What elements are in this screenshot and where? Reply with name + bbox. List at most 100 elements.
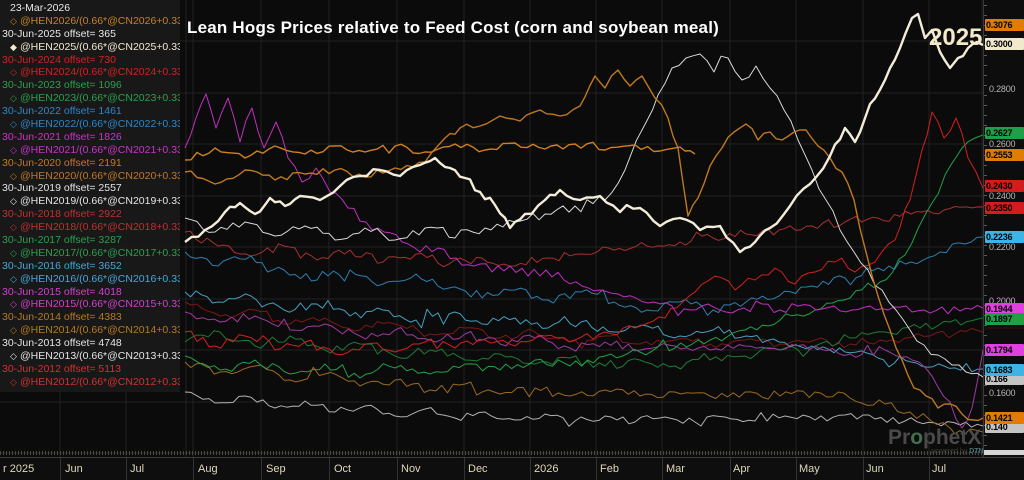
- price-axis-tick: [984, 285, 987, 286]
- legend-formula-text: @HEN2023/(0.66*@CN2023+0.33..: [20, 92, 180, 105]
- price-axis-tick: [984, 395, 987, 396]
- month-separator: [126, 458, 127, 480]
- legend-formula-2019[interactable]: ◇ @HEN2019/(0.66*@CN2019+0.33..: [0, 195, 180, 208]
- legend-formula-2021[interactable]: ◇ @HEN2021/(0.66*@CN2021+0.33..: [0, 144, 180, 157]
- price-axis-tick: [984, 325, 987, 326]
- legend-formula-text: @HEN2022/(0.66*@CN2022+0.33..: [20, 118, 180, 131]
- legend-date-2014[interactable]: 30-Jun-2014 offset= 4383: [2, 311, 122, 324]
- legend-formula-2013[interactable]: ◇ @HEN2013/(0.66*@CN2013+0.33..: [0, 350, 180, 363]
- series-diamond-icon: ◇: [10, 325, 17, 336]
- legend-date-2017[interactable]: 30-Jun-2017 offset= 3287: [2, 234, 122, 247]
- legend-date-2026[interactable]: 23-Mar-2026: [10, 2, 71, 14]
- series-line-2014: [184, 361, 983, 435]
- price-axis-tick: [984, 255, 987, 256]
- legend-date-2019[interactable]: 30-Jun-2019 offset= 2557: [2, 182, 122, 195]
- last-price-label: 0.2627: [985, 127, 1024, 139]
- legend-formula-2025[interactable]: ◆ @HEN2025/(0.66*@CN2025+0.33..: [0, 41, 180, 54]
- price-axis-tick: [984, 385, 987, 386]
- time-axis[interactable]: r 2025 Jun Jul Aug Sep Oct Nov Dec 2026 Feb Mar Apr…: [0, 457, 1024, 480]
- series-diamond-icon: ◇: [10, 144, 17, 155]
- legend-date-2012[interactable]: 30-Jun-2012 offset= 5113: [2, 362, 121, 375]
- month-separator: [929, 458, 930, 480]
- price-tick-label: 0.1600: [989, 388, 1016, 398]
- series-diamond-icon: ◇: [10, 67, 17, 78]
- month-label: Dec: [468, 463, 488, 475]
- price-axis-tick: [984, 75, 987, 76]
- price-axis-tick: [984, 195, 987, 196]
- legend-formula-2026[interactable]: ◇ @HEN2026/(0.66*@CN2026+0.33..: [0, 15, 180, 28]
- price-axis-tick: [984, 265, 987, 266]
- price-tick-label: 0.2800: [989, 84, 1016, 94]
- series-diamond-icon: ◇: [10, 222, 17, 233]
- series-diamond-icon: ◇: [10, 351, 17, 362]
- legend-date-2015[interactable]: 30-Jun-2015 offset= 4018: [2, 285, 122, 298]
- last-price-label: 0.2350: [985, 202, 1024, 214]
- series-diamond-icon: ◇: [10, 119, 17, 130]
- series-diamond-icon: ◇: [10, 93, 17, 104]
- month-separator: [662, 458, 663, 480]
- time-axis-tick-band: [0, 451, 983, 455]
- price-axis-tick: [984, 165, 987, 166]
- legend-formula-2020[interactable]: ◇ @HEN2020/(0.66*@CN2020+0.33..: [0, 170, 180, 183]
- month-separator: [530, 458, 531, 480]
- series-line-2013: [184, 391, 983, 428]
- series-diamond-icon: ◇: [10, 376, 17, 387]
- legend-date-2025[interactable]: 30-Jun-2025 offset= 365: [2, 27, 116, 40]
- legend-formula-text: @HEN2018/(0.66*@CN2018+0.33..: [20, 221, 180, 234]
- price-axis-tick: [984, 85, 987, 86]
- month-label: Jun: [65, 463, 83, 475]
- price-axis-bottom-strip: [984, 450, 1024, 455]
- price-axis-tick: [984, 95, 987, 96]
- series-line-2015: [184, 311, 983, 429]
- price-axis[interactable]: 0.2800 0.2600 0.2400 0.2200 0.2000 0.1600 0.30…: [983, 0, 1024, 457]
- series-line-2020: [184, 69, 983, 422]
- series-line-2025: [184, 12, 983, 254]
- legend-date-2020[interactable]: 30-Jun-2020 offset= 2191: [2, 156, 122, 169]
- legend-formula-2012[interactable]: ◇ @HEN2012/(0.66*@CN2012+0.33..: [0, 376, 180, 389]
- legend-formula-2018[interactable]: ◇ @HEN2018/(0.66*@CN2018+0.33..: [0, 221, 180, 234]
- legend-formula-2015[interactable]: ◇ @HEN2015/(0.66*@CN2015+0.33..: [0, 298, 180, 311]
- legend-date-2024[interactable]: 30-Jun-2024 offset= 730: [2, 53, 116, 66]
- legend-formula-text: @HEN2015/(0.66*@CN2015+0.33..: [20, 298, 180, 311]
- month-separator: [60, 458, 61, 480]
- chart-title: Lean Hogs Prices relative to Feed Cost (…: [187, 18, 719, 37]
- price-axis-tick: [984, 55, 987, 56]
- last-price-label: 0.2430: [985, 180, 1024, 192]
- month-label: Oct: [334, 463, 352, 475]
- series-diamond-icon: ◆: [10, 41, 17, 52]
- legend-formula-text: @HEN2025/(0.66*@CN2025+0.33..: [20, 40, 180, 53]
- series-line-2012: [184, 301, 983, 349]
- series-legend[interactable]: 23-Mar-2026 ◇ @HEN2026/(0.66*@CN2026+0.33.…: [0, 0, 180, 392]
- legend-formula-2016[interactable]: ◇ @HEN2016/(0.66*@CN2016+0.33..: [0, 273, 180, 286]
- price-axis-tick: [984, 65, 987, 66]
- price-axis-tick: [984, 215, 987, 216]
- month-label: r 2025: [3, 463, 35, 475]
- series-diamond-icon: ◇: [10, 247, 17, 258]
- legend-formula-2023[interactable]: ◇ @HEN2023/(0.66*@CN2023+0.33..: [0, 92, 180, 105]
- series-diamond-icon: ◇: [10, 15, 17, 26]
- month-separator: [796, 458, 797, 480]
- month-separator: [397, 458, 398, 480]
- legend-date-2016[interactable]: 30-Jun-2016 offset= 3652: [2, 259, 122, 272]
- legend-formula-2022[interactable]: ◇ @HEN2022/(0.66*@CN2022+0.33..: [0, 118, 180, 131]
- series-diamond-icon: ◇: [10, 170, 17, 181]
- legend-formula-2014[interactable]: ◇ @HEN2014/(0.66*@CN2014+0.33..: [0, 324, 180, 337]
- legend-formula-text: @HEN2014/(0.66*@CN2014+0.33..: [20, 324, 180, 337]
- legend-formula-2017[interactable]: ◇ @HEN2017/(0.66*@CN2017+0.33..: [0, 247, 180, 260]
- legend-date-2023[interactable]: 30-Jun-2023 offset= 1096: [2, 79, 122, 92]
- series-line-2019: [184, 53, 983, 378]
- price-axis-tick: [984, 405, 987, 406]
- price-axis-tick: [984, 105, 987, 106]
- price-axis-tick: [984, 245, 987, 246]
- legend-date-2018[interactable]: 30-Jun-2018 offset= 2922: [2, 208, 122, 221]
- legend-formula-2024[interactable]: ◇ @HEN2024/(0.66*@CN2024+0.33..: [0, 66, 180, 79]
- legend-date-2022[interactable]: 30-Jun-2022 offset= 1461: [2, 105, 122, 118]
- last-price-label: 0.2553: [985, 149, 1024, 161]
- legend-date-2021[interactable]: 30-Jun-2021 offset= 1826: [2, 130, 122, 143]
- legend-date-2013[interactable]: 30-Jun-2013 offset= 4748: [2, 337, 122, 350]
- series-line-2021: [184, 93, 983, 316]
- month-separator: [730, 458, 731, 480]
- price-axis-tick: [984, 35, 987, 36]
- month-separator: [193, 458, 194, 480]
- price-axis-tick: [984, 115, 987, 116]
